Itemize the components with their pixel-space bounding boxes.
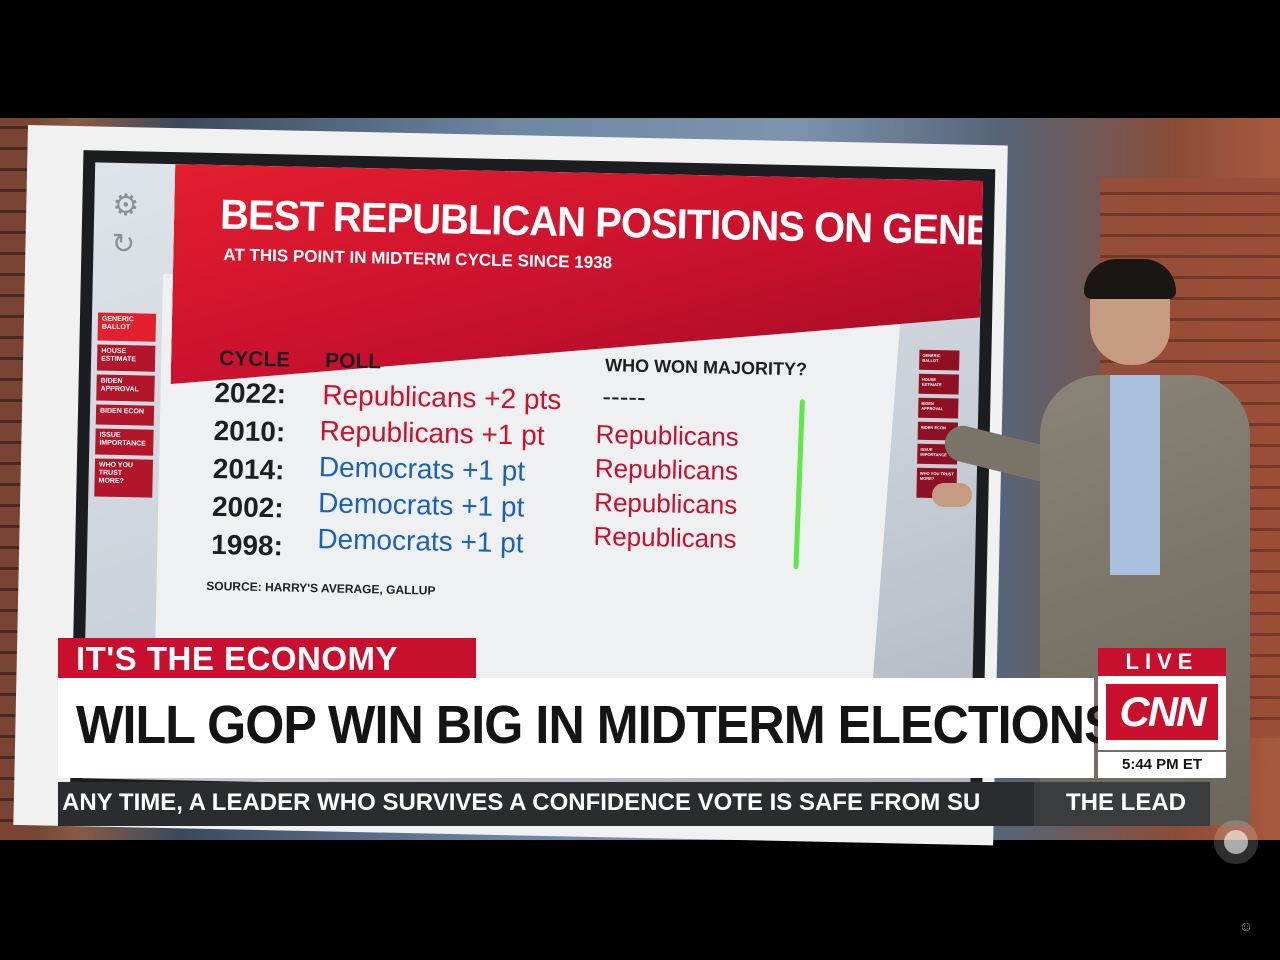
ticker-bar bbox=[58, 782, 1210, 826]
left-nav-house-estimate[interactable]: HOUSE ESTIMATE bbox=[96, 344, 156, 372]
headline-text: WILL GOP WIN BIG IN MIDTERM ELECTIONS? bbox=[76, 695, 1147, 755]
presenter-shirt bbox=[1110, 375, 1160, 575]
row-poll: Republicans +2 pts bbox=[322, 379, 562, 416]
assistive-touch-button[interactable] bbox=[1214, 820, 1258, 864]
presenter-hand bbox=[932, 483, 972, 507]
network-bug: LIVE CNN 5:44 PM ET bbox=[1098, 648, 1226, 778]
row-poll: Democrats +1 pt bbox=[317, 523, 524, 559]
kicker-text: IT'S THE ECONOMY bbox=[76, 640, 399, 677]
right-nav-house-estimate[interactable]: HOUSE ESTIMATE bbox=[918, 373, 959, 395]
left-nav-biden-econ[interactable]: BIDEN ECON bbox=[95, 404, 155, 426]
watermark-icon: ☺ bbox=[1238, 918, 1254, 934]
right-nav-biden-approval[interactable]: BIDEN APPROVAL bbox=[918, 397, 959, 419]
header-poll: POLL bbox=[324, 349, 382, 374]
right-nav-generic-ballot[interactable]: GENERIC BALLOT bbox=[919, 349, 960, 371]
row-poll: Democrats +1 pt bbox=[317, 487, 525, 523]
ticker-text: ANY TIME, A LEADER WHO SURVIVES A CONFID… bbox=[62, 789, 981, 816]
row-won: Republicans bbox=[594, 452, 739, 486]
row-won: Republicans bbox=[593, 520, 737, 554]
show-name-box bbox=[1034, 782, 1210, 826]
row-cycle: 2014: bbox=[212, 452, 285, 486]
left-nav-issue-importance[interactable]: ISSUE IMPORTANCE bbox=[95, 428, 154, 456]
row-poll: Democrats +1 pt bbox=[318, 451, 526, 487]
live-label: LIVE bbox=[1098, 648, 1226, 676]
left-nav-generic-ballot[interactable]: GENERIC BALLOT bbox=[97, 312, 157, 342]
time-display: 5:44 PM ET bbox=[1098, 752, 1226, 778]
row-won: ----- bbox=[602, 381, 647, 412]
cnn-logo-text: CNN bbox=[1106, 684, 1218, 740]
row-cycle: 2010: bbox=[213, 414, 286, 448]
row-won: Republicans bbox=[595, 418, 740, 452]
gear-icon[interactable]: ⚙ bbox=[111, 188, 140, 223]
assistive-touch-dot bbox=[1224, 830, 1248, 854]
row-cycle: 1998: bbox=[210, 528, 284, 562]
row-poll: Republicans +1 pt bbox=[319, 415, 545, 451]
presenter-hair bbox=[1084, 259, 1176, 299]
left-nav-who-you-trust[interactable]: WHO YOU TRUST MORE? bbox=[94, 458, 154, 498]
row-cycle: 2022: bbox=[214, 376, 287, 410]
row-cycle: 2002: bbox=[211, 490, 284, 524]
left-nav-biden-approval[interactable]: BIDEN APPROVAL bbox=[96, 374, 155, 402]
row-won: Republicans bbox=[593, 486, 738, 520]
kicker-bar bbox=[58, 638, 476, 678]
show-name: THE LEAD bbox=[1066, 789, 1186, 816]
headline-bar bbox=[58, 678, 1094, 778]
header-cycle: CYCLE bbox=[218, 347, 291, 372]
header-who-won: WHO WON MAJORITY? bbox=[604, 355, 808, 380]
refresh-icon[interactable]: ↻ bbox=[111, 227, 136, 260]
